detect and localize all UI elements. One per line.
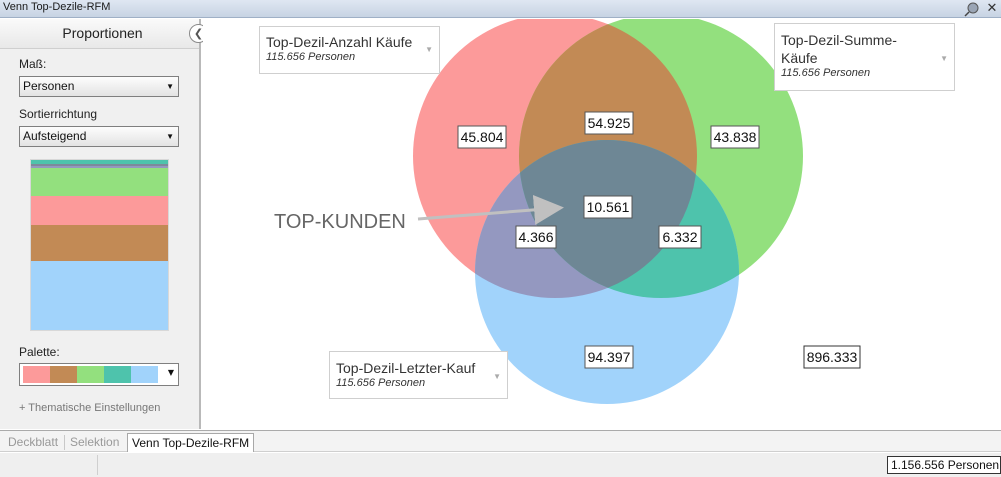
tab-venn-top-dezile-rfm[interactable]: Venn Top-Dezile-RFM bbox=[127, 433, 255, 452]
panel-title: Proportionen bbox=[62, 25, 143, 41]
svg-text:45.804: 45.804 bbox=[461, 129, 504, 145]
thematic-settings-link[interactable]: + Thematische Einstellungen bbox=[19, 402, 161, 414]
chevron-down-icon: ▼ bbox=[166, 132, 174, 141]
svg-text:896.333: 896.333 bbox=[807, 349, 858, 365]
region-label-anzahl-letzter: 4.366 bbox=[515, 225, 557, 249]
tab-deckblatt[interactable]: Deckblatt bbox=[8, 435, 59, 449]
region-label-only-letzter: 94.397 bbox=[584, 345, 634, 369]
proportion-segment bbox=[31, 163, 168, 166]
region-label-outside: 896.333 bbox=[803, 345, 861, 369]
annotation-arrow bbox=[417, 194, 564, 225]
measure-label: Maß: bbox=[19, 57, 47, 71]
proportion-bar bbox=[30, 159, 169, 331]
palette-swatch bbox=[23, 366, 50, 383]
panel-header: Proportionen bbox=[0, 19, 199, 49]
region-label-only-summe: 43.838 bbox=[710, 125, 760, 149]
status-bar: 1.156.556 Personen bbox=[0, 453, 1001, 477]
measure-value: Personen bbox=[23, 79, 75, 93]
region-label-only-anzahl: 45.804 bbox=[457, 125, 507, 149]
svg-text:4.366: 4.366 bbox=[518, 229, 553, 245]
window-title: Venn Top-Dezile-RFM bbox=[3, 1, 111, 13]
proportion-segment bbox=[31, 160, 168, 164]
proportion-segment bbox=[31, 165, 168, 169]
svg-text:43.838: 43.838 bbox=[714, 129, 757, 145]
palette-swatch bbox=[131, 366, 158, 383]
legend-summe-size: 115.656 Personen bbox=[781, 67, 871, 79]
proportion-segment bbox=[31, 260, 168, 330]
svg-text:94.397: 94.397 bbox=[588, 349, 631, 365]
tab-selektion[interactable]: Selektion bbox=[70, 435, 120, 449]
title-bar: Venn Top-Dezile-RFM ✕ bbox=[0, 0, 1001, 18]
chevron-down-icon: ▼ bbox=[166, 82, 174, 91]
chevron-down-icon: ▼ bbox=[167, 368, 174, 377]
tab-divider bbox=[64, 435, 65, 450]
proportion-segment bbox=[31, 225, 168, 261]
sort-value: Aufsteigend bbox=[23, 129, 87, 143]
proportions-panel: Proportionen ❮ Maß: Personen ▼ Sortierri… bbox=[0, 19, 208, 429]
palette-swatch bbox=[104, 366, 131, 383]
chevron-down-icon: ▼ bbox=[940, 54, 948, 63]
venn-diagram: TOP-KUNDEN 45.804 54.925 43.838 10.561 4… bbox=[274, 19, 861, 404]
legend-anzahl-title: Top-Dezil-Anzahl Käufe bbox=[266, 34, 413, 50]
status-divider bbox=[97, 455, 98, 475]
sort-select[interactable]: Aufsteigend ▼ bbox=[19, 126, 179, 147]
annotation-top-kunden: TOP-KUNDEN bbox=[274, 211, 406, 233]
svg-text:6.332: 6.332 bbox=[662, 229, 697, 245]
legend-summe-title-1: Top-Dezil-Summe- bbox=[781, 32, 897, 48]
close-icon[interactable]: ✕ bbox=[986, 1, 998, 16]
legend-summe-kaeufe[interactable]: Top-Dezil-Summe- Käufe 115.656 Personen … bbox=[774, 23, 955, 91]
measure-select[interactable]: Personen ▼ bbox=[19, 76, 179, 97]
proportion-segment bbox=[31, 196, 168, 226]
legend-letzter-kauf[interactable]: Top-Dezil-Letzter-Kauf 115.656 Personen … bbox=[329, 351, 508, 399]
legend-letzter-size: 115.656 Personen bbox=[336, 377, 426, 389]
svg-text:54.925: 54.925 bbox=[588, 115, 631, 131]
region-label-summe-letzter: 6.332 bbox=[658, 225, 702, 249]
legend-anzahl-size: 115.656 Personen bbox=[266, 51, 356, 63]
svg-text:10.561: 10.561 bbox=[587, 199, 630, 215]
palette-swatch bbox=[50, 366, 77, 383]
region-label-all-three: 10.561 bbox=[583, 195, 633, 219]
chevron-down-icon: ▼ bbox=[425, 45, 433, 54]
legend-summe-title-2: Käufe bbox=[781, 50, 818, 66]
chevron-down-icon: ▼ bbox=[493, 372, 501, 381]
pin-icon[interactable] bbox=[964, 1, 980, 17]
venn-chart-area: TOP-KUNDEN 45.804 54.925 43.838 10.561 4… bbox=[203, 19, 1001, 429]
status-total-persons: 1.156.556 Personen bbox=[887, 456, 1001, 474]
palette-swatch bbox=[77, 366, 104, 383]
proportion-segment bbox=[31, 168, 168, 197]
palette-select[interactable]: ▼ bbox=[19, 363, 179, 386]
region-label-anzahl-summe: 54.925 bbox=[584, 111, 634, 135]
sort-label: Sortierrichtung bbox=[19, 107, 98, 121]
palette-label: Palette: bbox=[19, 345, 60, 359]
sheet-tabs: Deckblatt Selektion Venn Top-Dezile-RFM bbox=[0, 430, 1001, 452]
legend-anzahl-kaeufe[interactable]: Top-Dezil-Anzahl Käufe 115.656 Personen … bbox=[259, 26, 440, 74]
legend-letzter-title: Top-Dezil-Letzter-Kauf bbox=[336, 360, 476, 376]
